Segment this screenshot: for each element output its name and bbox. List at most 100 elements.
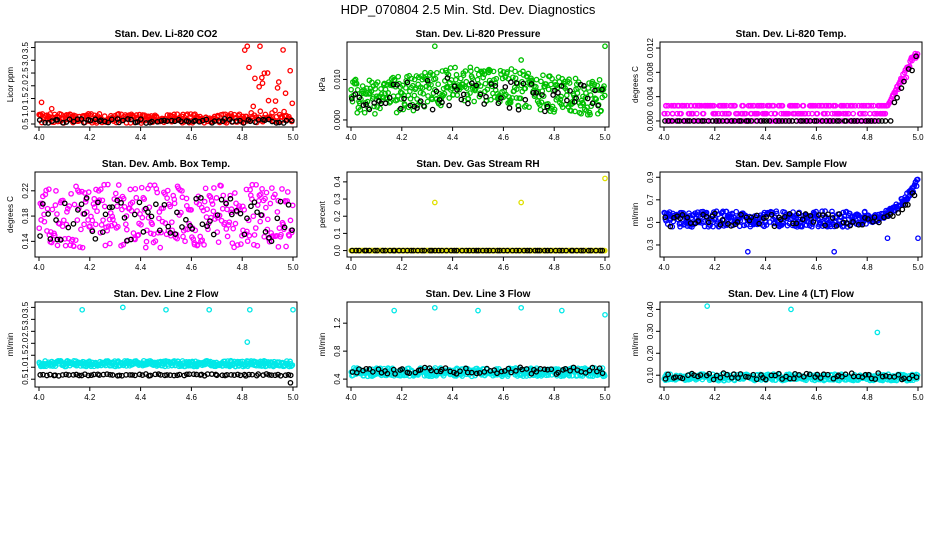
x-tick-label: 4.4 (760, 393, 772, 402)
y-tick-label: 1.5 (21, 92, 30, 104)
outlier-point (431, 304, 438, 311)
data-point (481, 101, 488, 107)
data-point (890, 213, 896, 219)
data-point (81, 119, 87, 126)
data-point (819, 118, 826, 124)
y-tick-label: 0.5 (646, 216, 655, 228)
x-tick-label: 4.6 (498, 393, 510, 402)
data-point (865, 118, 872, 124)
data-point (710, 376, 717, 383)
data-point (225, 222, 232, 228)
data-point (578, 247, 584, 254)
data-point (280, 47, 286, 53)
data-point (208, 198, 215, 204)
data-point (40, 201, 46, 207)
data-point (738, 211, 744, 218)
data-point (520, 68, 526, 75)
data-point (469, 75, 476, 81)
data-point (36, 225, 43, 232)
data-point (102, 242, 109, 249)
data-point (913, 374, 920, 381)
data-point (506, 105, 513, 111)
data-point (513, 247, 520, 254)
data-point (421, 103, 427, 109)
data-point (37, 372, 44, 378)
data-point (372, 110, 378, 117)
data-point (420, 90, 427, 97)
panel-title: Stan. Dev. Li-820 Temp. (736, 29, 847, 40)
outlier-point (290, 306, 296, 313)
data-point (726, 110, 732, 117)
data-point (361, 109, 368, 116)
data-point (842, 371, 849, 378)
data-point (223, 226, 230, 232)
data-point (284, 189, 291, 195)
data-point (669, 118, 676, 124)
data-point (541, 247, 548, 254)
y-axis-label: degrees C (631, 66, 640, 103)
plot-frame (346, 41, 610, 128)
data-point (257, 108, 264, 115)
data-point (594, 82, 601, 89)
y-tick-label: 0.0 (333, 244, 342, 256)
outlier-point (244, 43, 251, 50)
data-point (491, 367, 498, 373)
data-point (502, 84, 509, 90)
data-point (591, 81, 598, 88)
x-tick-label: 5.0 (912, 393, 924, 402)
data-point (809, 223, 815, 230)
data-point (91, 204, 98, 210)
data-point (470, 247, 477, 254)
data-point (772, 118, 779, 124)
data-point (524, 247, 531, 254)
y-axis-label: Licor ppm (6, 67, 15, 102)
data-point (836, 118, 842, 124)
data-point (681, 102, 688, 109)
data-point (275, 79, 282, 85)
data-point (149, 221, 156, 228)
data-point (824, 371, 831, 378)
data-point (164, 195, 170, 201)
data-point (408, 75, 415, 82)
data-point (266, 235, 272, 241)
data-point (598, 107, 604, 114)
data-point (274, 215, 281, 222)
data-point (895, 210, 902, 216)
data-point (70, 243, 77, 250)
data-point (525, 70, 532, 77)
data-point (158, 118, 165, 124)
data-point (138, 184, 145, 191)
data-point (578, 110, 584, 117)
data-point (847, 222, 854, 229)
data-point (143, 238, 150, 245)
data-point (599, 247, 606, 254)
y-tick-label: 1.5 (21, 349, 30, 361)
data-point (179, 224, 185, 230)
data-point (402, 84, 409, 91)
y-tick-label: 2.5 (21, 67, 30, 79)
data-point (587, 92, 594, 98)
data-point (254, 209, 260, 216)
x-tick-label: 4.6 (811, 393, 823, 402)
data-point (507, 99, 514, 106)
data-point (199, 237, 206, 244)
data-point (85, 189, 92, 195)
data-point (860, 110, 866, 117)
plot-frame (34, 171, 298, 258)
data-point (41, 218, 48, 225)
data-point (550, 92, 556, 98)
data-point (544, 247, 551, 254)
data-point (822, 208, 828, 214)
data-point (794, 102, 801, 109)
y-axis-label: kPa (318, 77, 327, 91)
data-point (283, 243, 289, 250)
data-point (748, 102, 754, 109)
data-point (580, 247, 587, 254)
data-point (663, 102, 669, 109)
data-point (737, 217, 744, 224)
data-point (199, 221, 206, 228)
data-point (265, 97, 272, 104)
data-point (207, 218, 213, 224)
data-point (452, 76, 459, 83)
data-point (562, 365, 569, 372)
